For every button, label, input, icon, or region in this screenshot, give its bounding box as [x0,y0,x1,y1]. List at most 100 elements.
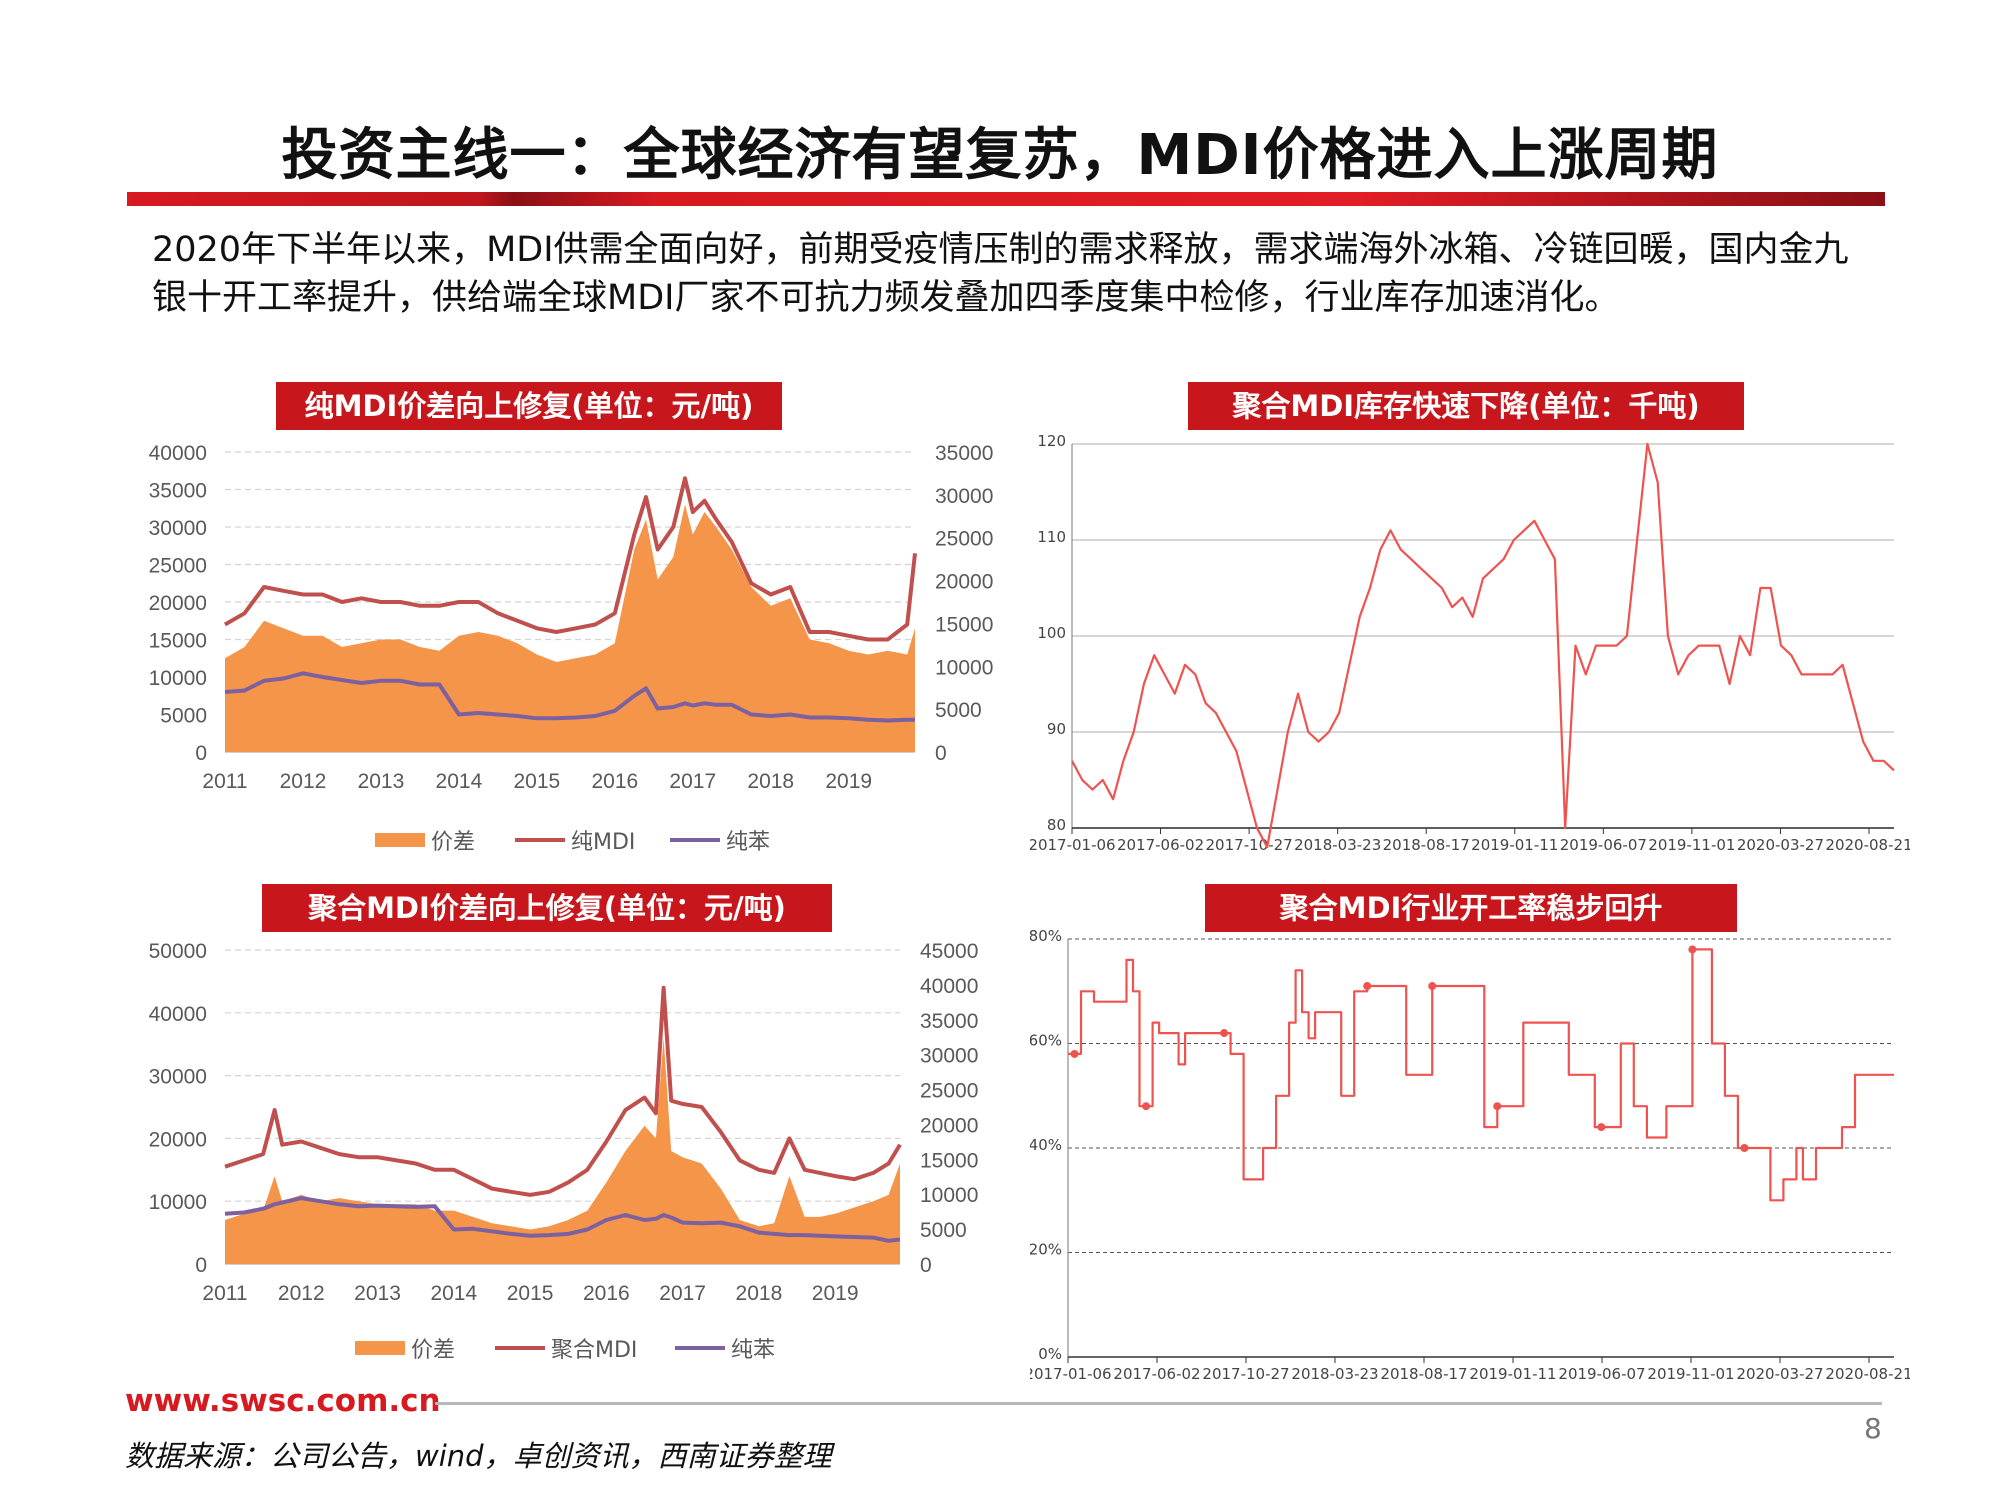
chart4-series-marker [1597,1123,1606,1132]
chart2-series-line [1071,442,1895,849]
chart2-x-tick: 2017-06-02 [1117,836,1204,854]
chart1-legend-swatch [375,833,425,847]
chart4-series-marker [1493,1102,1502,1111]
chart2-x-tick: 2020-03-27 [1737,836,1824,854]
chart1-right-tick: 10000 [935,656,993,679]
chart4-y-tick: 80% [1030,927,1062,945]
chart4-svg: 80% 60% 40% 20% 0% 2017-01-06 2017-06-02 2017-1… [1030,927,1910,1380]
chart1-left-tick: 10000 [149,667,207,690]
chart1-x-tick: 2011 [202,770,247,793]
page-title: 投资主线一：全球经济有望复苏，MDI价格进入上涨周期 [281,123,1719,188]
footer-divider [435,1402,1882,1405]
chart3-x-tick: 2015 [507,1282,554,1305]
chart3-legend-label: 价差 [411,1338,455,1363]
chart4-y-tick: 20% [1030,1241,1062,1259]
chart2-y-tick: 90 [1047,720,1066,738]
chart1-right-tick: 15000 [935,613,993,636]
chart1-legend-label: 纯MDI [571,830,635,855]
chart3-right-tick: 5000 [920,1219,967,1242]
chart3-right-tick: 0 [920,1254,932,1277]
chart4-series-marker [1740,1144,1749,1152]
chart3-x-tick: 2019 [812,1282,859,1305]
chart3-svg: 5000040000300002000010000045000400003500… [149,940,979,1363]
chart3-title: 聚合MDI价差向上修复(单位：元/吨) [262,884,832,932]
chart1-left-tick: 0 [195,742,207,765]
chart3-left-tick: 40000 [149,1003,207,1026]
chart1-right-tick: 25000 [935,528,993,551]
chart4-series-marker [1070,1049,1079,1058]
chart4-x-tick: 2017-06-02 [1113,1365,1200,1380]
page-number: 8 [1864,1412,1882,1445]
footer-url[interactable]: www.swsc.com.cn [125,1383,441,1419]
chart3-x-tick: 2017 [659,1282,706,1305]
chart2-x-tick: 2018-03-23 [1294,836,1381,854]
chart4-x-tick: 2018-03-23 [1291,1365,1378,1380]
chart3-x-tick: 2014 [430,1282,477,1305]
chart1-svg: 40000 35000 30000 25000 20000 15000 10000 5000 0… [149,442,994,855]
chart2-x-tick: 2019-01-11 [1471,836,1558,854]
chart4-title: 聚合MDI行业开工率稳步回升 [1205,884,1737,932]
chart3-right-tick: 45000 [920,940,978,963]
chart1-right-tick: 20000 [935,571,993,594]
chart3-left-tick: 0 [195,1254,207,1277]
chart3-right-tick: 30000 [920,1045,978,1068]
chart4-series-marker [1363,982,1372,991]
chart2-svg: 120 110 100 90 80 2017-01-06 2017-06-02 2017-10… [1030,432,1910,854]
chart4-y-tick: 40% [1030,1136,1062,1154]
chart3-right-tick: 35000 [920,1010,978,1033]
chart3-right-tick: 40000 [920,975,978,998]
chart1-x-tick: 2015 [514,770,561,793]
chart1-right-tick: 30000 [935,485,993,508]
chart2-title: 聚合MDI库存快速下降(单位：千吨) [1188,382,1744,430]
chart3-x-tick: 2018 [736,1282,783,1305]
chart1-left-tick: 20000 [149,592,207,615]
chart3-left-tick: 30000 [149,1066,207,1089]
chart1-left-tick: 5000 [160,705,207,728]
chart4-y-tick: 0% [1038,1345,1062,1363]
chart3-x-tick: 2011 [202,1282,247,1305]
chart1-left-tick: 25000 [149,555,207,578]
chart4-x-tick: 2020-08-21 [1825,1365,1910,1380]
chart1-left-tick: 30000 [149,517,207,540]
chart1-x-tick: 2014 [436,770,483,793]
chart2-x-tick: 2019-06-07 [1560,836,1647,854]
chart1-x-tick: 2017 [669,770,716,793]
title-divider [127,192,1885,206]
chart3-legend-label: 纯苯 [731,1338,775,1363]
chart1-left-tick: 40000 [149,442,207,465]
chart2-y-tick: 100 [1037,624,1066,642]
chart4-series-marker [1688,945,1697,954]
chart1-x-tick: 2012 [280,770,327,793]
chart3-right-tick: 10000 [920,1184,978,1207]
chart2-x-tick: 2019-11-01 [1648,836,1735,854]
chart4-x-tick: 2019-11-01 [1647,1365,1734,1380]
chart3-series-mdi [224,985,902,1197]
chart1-x-tick: 2016 [591,770,638,793]
chart4-x-tick: 2019-06-07 [1558,1365,1645,1380]
chart1-series-spread [225,504,915,752]
chart3-series-benzene [224,1196,901,1243]
chart1-right-tick: 5000 [935,699,982,722]
chart3-x-tick: 2012 [278,1282,325,1305]
chart1-title: 纯MDI价差向上修复(单位：元/吨) [276,382,782,430]
chart4-x-tick: 2017-10-27 [1202,1365,1289,1380]
chart3-left-tick: 10000 [149,1191,207,1214]
chart1-x-tick: 2018 [747,770,794,793]
chart4-x-tick: 2017-01-06 [1030,1365,1112,1380]
chart1-legend-label: 价差 [431,830,475,855]
chart4-x-tick: 2019-01-11 [1469,1365,1556,1380]
chart1-left-tick: 35000 [149,480,207,503]
chart1-right-tick: 35000 [935,442,993,465]
chart1-left-tick: 15000 [149,630,207,653]
chart1-x-tick: 2013 [358,770,405,793]
chart2-x-tick: 2018-08-17 [1383,836,1470,854]
chart1-right-tick: 0 [935,742,947,765]
chart4-series-line [1068,948,1894,1202]
chart4-series-marker [1142,1102,1151,1111]
chart3-legend-swatch [355,1341,405,1355]
chart3-right-tick: 25000 [920,1080,978,1103]
chart3-legend-label: 聚合MDI [551,1338,637,1363]
chart4-x-tick: 2018-08-17 [1380,1365,1467,1380]
chart3-x-tick: 2013 [354,1282,401,1305]
chart4-series-marker [1220,1029,1229,1038]
